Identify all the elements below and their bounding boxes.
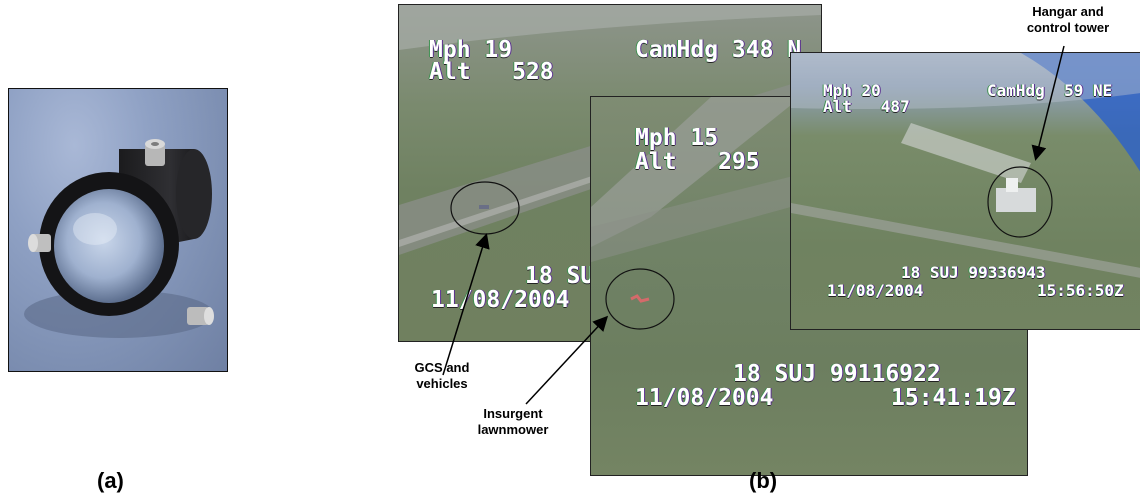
osd-time: 15:56:50Z — [1037, 281, 1124, 300]
osd-altitude: Alt 487 — [823, 97, 910, 116]
osd-speed: Mph 20 — [823, 81, 881, 100]
osd-time: 15:41:19Z — [891, 385, 1016, 411]
panel-b-label: (b) — [749, 468, 778, 493]
hangar-caption: Hangar and control tower — [1008, 4, 1128, 36]
osd-date: 11/08/2004 — [827, 281, 924, 300]
osd-date: 11/08/2004 — [635, 385, 774, 411]
osd-camera-heading: CamHdg 348 N — [635, 37, 802, 63]
gcs-caption-line1: GCS and — [414, 360, 470, 375]
osd-speed: Mph 19 — [429, 37, 513, 63]
video-frame-right: Mph 20 Alt 487 CamHdg 59 NE 18 SUJ 99336… — [790, 52, 1140, 330]
airfield-scene-right — [791, 53, 1140, 278]
lens-mount-photo — [8, 88, 228, 372]
osd-date: 11/08/2004 — [431, 287, 570, 313]
osd-grid-reference: 18 SU — [525, 263, 595, 289]
lawnmower-caption: Insurgent lawnmower — [458, 406, 568, 438]
osd-speed: Mph 15 — [635, 125, 719, 151]
lawnmower-caption-line2: lawnmower — [477, 422, 549, 437]
osd-camera-heading: CamHdg 59 NE — [987, 81, 1113, 100]
osd-grid-reference: 18 SUJ 99336943 — [901, 263, 1046, 282]
gcs-caption: GCS and vehicles — [402, 360, 482, 392]
hangar-caption-line1: Hangar and — [1032, 4, 1104, 19]
osd-altitude: Alt 528 — [429, 59, 554, 85]
osd-altitude: Alt 295 — [635, 149, 760, 175]
hangar-caption-line2: control tower — [1026, 20, 1110, 35]
lawnmower-caption-line1: Insurgent — [483, 406, 543, 421]
panel-a-label: (a) — [97, 468, 124, 493]
lens-mount-illustration — [24, 139, 214, 338]
osd-grid-reference: 18 SUJ 99116922 — [733, 361, 941, 387]
lawnmower-arrow — [525, 315, 609, 405]
hangar-arrow — [1031, 45, 1065, 161]
gcs-caption-line2: vehicles — [416, 376, 468, 391]
gcs-arrow — [442, 233, 490, 376]
